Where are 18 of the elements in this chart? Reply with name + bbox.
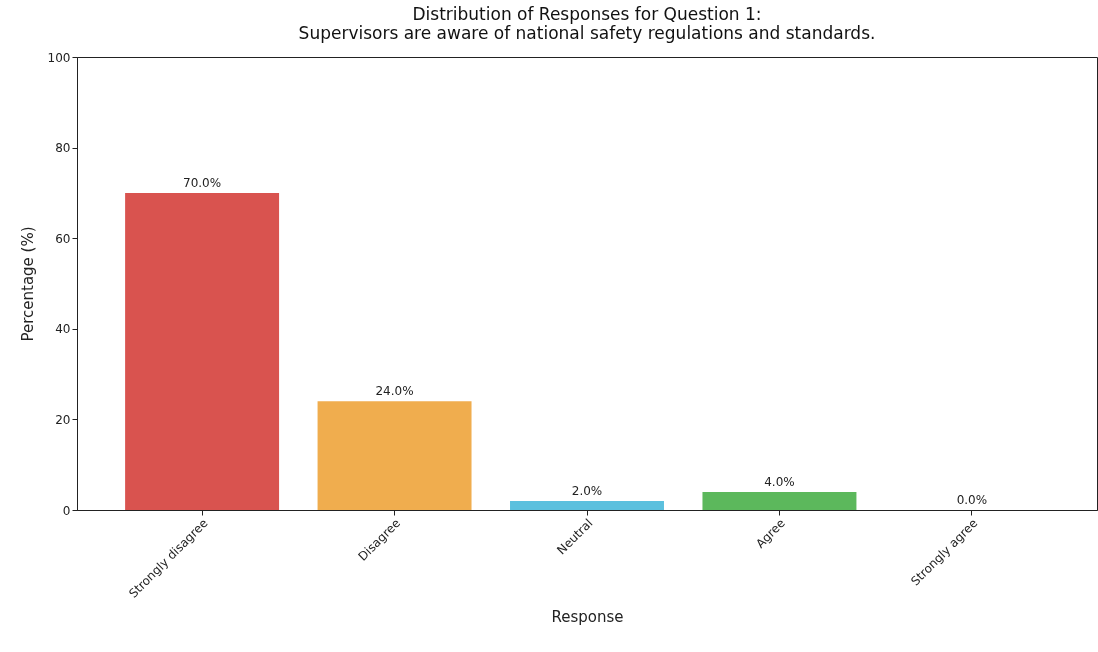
data-label: 2.0% [571,483,603,498]
y-tick-label: 40 [55,322,71,337]
x-axis-title: Response [551,607,624,626]
bar [510,500,664,510]
data-label: 70.0% [183,175,222,190]
y-tick-label: 60 [55,231,71,246]
y-tick-label: 20 [55,412,71,427]
chart-title: Distribution of Responses for Question 1: Supervisors are aware of national safety regulations and standards. [298,4,876,43]
y-tick-label: 0 [62,503,71,518]
bar [125,192,280,510]
data-label: 4.0% [764,474,795,489]
y-tick-label: 80 [55,141,71,156]
bar [702,491,857,510]
data-label: 0.0% [956,493,988,507]
y-tick-label: 100 [47,50,71,65]
y-axis-title: Percentage (%) [18,226,37,342]
bar [317,401,472,510]
data-label: 24.0% [375,384,414,399]
